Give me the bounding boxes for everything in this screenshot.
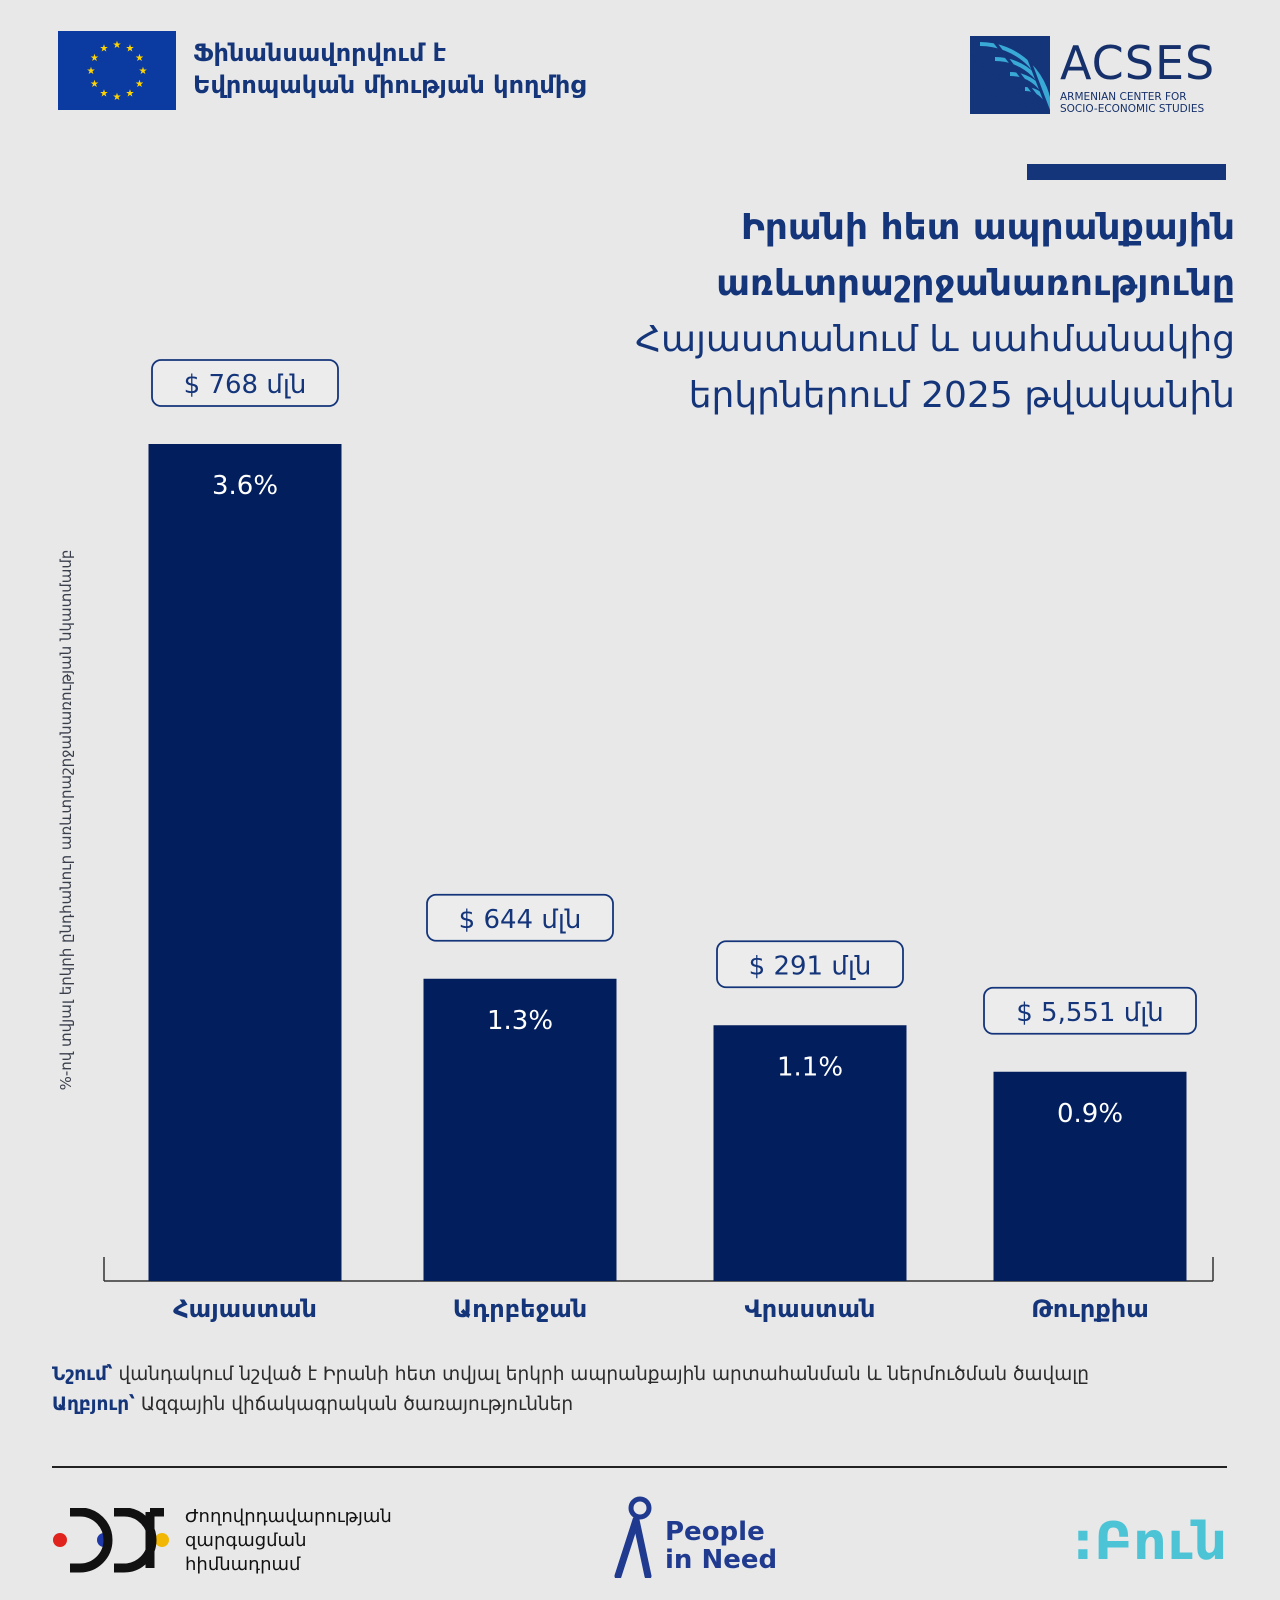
eu-funding-text: Ֆինանսավորվում է Եվրոպական միության կողմ… [193, 37, 653, 101]
acses-wordmark: ACSES [1060, 36, 1216, 90]
title-bold-line1: Իրանի հետ ապրանքային [740, 207, 1235, 248]
eu-star-icon: ★ [135, 79, 144, 90]
eu-stars-icon: ★ ★★★★★★★★★★★ [58, 31, 176, 110]
eu-star-icon: ★ [100, 89, 109, 100]
bar-value-label: 0.9% [1057, 1099, 1123, 1129]
eu-star-icon: ★ [90, 79, 99, 90]
title-bold-line2: առևտրաշրջանառությունը [716, 263, 1235, 304]
category-tick-label: Թուրքիա [1031, 1295, 1149, 1323]
bar [423, 978, 617, 1281]
eu-star-icon: ★ [113, 40, 122, 51]
people-in-need-icon [612, 1496, 656, 1580]
amount-box [151, 359, 339, 407]
eu-star-icon: ★ [113, 92, 122, 103]
title-light-line2: երկրներում 2025 թվականին [688, 375, 1235, 416]
amount-box [426, 893, 614, 942]
source-label: Աղբյուր՝ [52, 1394, 135, 1415]
amount-label: $ 644 մլն [459, 905, 582, 935]
eu-star-icon: ★ [126, 89, 135, 100]
acses-sub-line1: ARMENIAN CENTER FOR [1060, 91, 1187, 103]
pin-line1: People [665, 1517, 765, 1547]
bar-value-label: 3.6% [212, 471, 278, 501]
eu-star-icon: ★ [100, 44, 109, 55]
title-light-line1: Հայաստանում և սահմանակից [635, 319, 1235, 360]
category-tick-label: Հայաստան [173, 1295, 317, 1323]
pdf-name: Ժողովրդավարության զարգացման հիմնադրամ [185, 1505, 392, 1577]
eu-star-icon: ★ [139, 66, 148, 77]
acses-emblem-icon [969, 35, 1052, 116]
notes: Նշում՝ վանդակում նշված է Իրանի հետ տվյալ… [52, 1360, 1232, 1420]
people-in-need-name: People in Need [665, 1518, 777, 1574]
note-label: Նշում՝ [52, 1364, 113, 1385]
amount-box [716, 940, 904, 989]
pdf-line2: զարգացման [185, 1530, 307, 1551]
eu-funding-line1: Ֆինանսավորվում է [193, 39, 447, 67]
note-line: Նշում՝ վանդակում նշված է Իրանի հետ տվյալ… [52, 1360, 1232, 1390]
acses-sub-line2: SOCIO-ECONOMIC STUDIES [1060, 103, 1205, 115]
eu-star-icon: ★ [135, 53, 144, 64]
eu-star-icon: ★ [90, 53, 99, 64]
fun-logo: :Բուն [1072, 1512, 1228, 1572]
eu-funding-line2: Եվրոպական միության կողմից [193, 71, 586, 99]
bar-value-label: 1.1% [777, 1052, 843, 1082]
acses-subtitle: ARMENIAN CENTER FOR SOCIO-ECONOMIC STUDI… [1060, 91, 1260, 115]
amount-label: $ 5,551 մլն [1016, 998, 1164, 1028]
eu-star-icon: ★ [87, 66, 96, 77]
note-text: վանդակում նշված է Իրանի հետ տվյալ երկրի … [112, 1364, 1090, 1385]
amount-box [983, 986, 1197, 1035]
amount-label: $ 768 մլն [184, 370, 307, 400]
source-line: Աղբյուր՝ Ազգային վիճակագրական ծառայությո… [52, 1390, 1232, 1420]
y-axis-label: %-ով տվյալ երկրի ընդհանուր առևտրաշրջանառ… [57, 549, 75, 1091]
pin-line2: in Need [665, 1545, 778, 1575]
category-tick-label: Վրաստան [745, 1295, 876, 1323]
bar [148, 444, 342, 1281]
eu-star-icon: ★ [126, 44, 135, 55]
chart-title: Իրանի հետ ապրանքային առևտրաշրջանառությու… [475, 200, 1235, 424]
amount-label: $ 291 մլն [749, 951, 872, 981]
bar-value-label: 1.3% [487, 1006, 553, 1036]
title-rule [1027, 164, 1226, 180]
bar [713, 1025, 907, 1281]
eu-flag-logo: ★ ★ ★ ★ ★ ★ ★ ★ ★ ★ ★ ★ [58, 31, 176, 110]
source-text: Ազգային վիճակագրական ծառայություններ [134, 1394, 574, 1415]
pdf-logo-icon [52, 1507, 172, 1573]
bar [993, 1071, 1187, 1281]
category-tick-label: Ադրբեջան [453, 1295, 587, 1323]
pdf-line3: հիմնադրամ [185, 1554, 301, 1575]
footer-divider [52, 1466, 1227, 1468]
pdf-line1: Ժողովրդավարության [185, 1506, 392, 1527]
